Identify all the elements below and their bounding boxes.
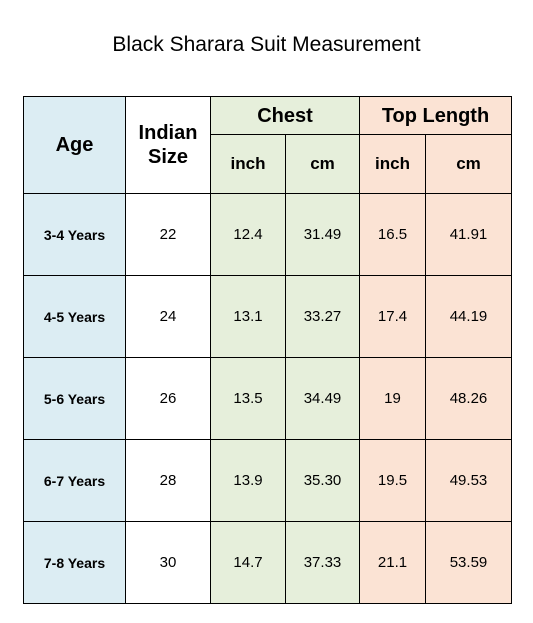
cell-chest-cm: 35.30 [285, 439, 360, 522]
cell-chest-inch: 13.5 [210, 357, 286, 440]
cell-age: 5-6 Years [23, 357, 126, 440]
cell-indian-size: 26 [125, 357, 211, 440]
cell-indian-size: 24 [125, 275, 211, 358]
cell-age: 4-5 Years [23, 275, 126, 358]
table-row: 7-8 Years 30 14.7 37.33 21.1 53.59 [23, 521, 512, 604]
header-chest: Chest [210, 96, 360, 135]
cell-indian-size: 22 [125, 193, 211, 276]
table-row: 3-4 Years 22 12.4 31.49 16.5 41.91 [23, 193, 512, 276]
cell-age: 3-4 Years [23, 193, 126, 276]
header-indian-size-line2: Size [147, 146, 189, 168]
cell-chest-cm: 37.33 [285, 521, 360, 604]
table-row: 4-5 Years 24 13.1 33.27 17.4 44.19 [23, 275, 512, 358]
cell-top-cm: 44.19 [425, 275, 512, 358]
header-row-top: Age Indian Size Chest Top Length [23, 96, 512, 194]
cell-chest-cm: 31.49 [285, 193, 360, 276]
header-indian-size-line1: Indian [138, 122, 198, 144]
header-age: Age [23, 96, 126, 194]
header-indian-size: Indian Size [125, 96, 211, 194]
cell-age: 7-8 Years [23, 521, 126, 604]
header-chest-inch: inch [210, 134, 286, 194]
table-body: Age Indian Size Chest Top Length inch cm… [23, 96, 512, 604]
cell-top-cm: 53.59 [425, 521, 512, 604]
cell-top-inch: 17.4 [359, 275, 426, 358]
cell-chest-inch: 12.4 [210, 193, 286, 276]
table-row: 6-7 Years 28 13.9 35.30 19.5 49.53 [23, 439, 512, 522]
cell-top-cm: 48.26 [425, 357, 512, 440]
cell-indian-size: 28 [125, 439, 211, 522]
cell-chest-inch: 14.7 [210, 521, 286, 604]
cell-age: 6-7 Years [23, 439, 126, 522]
cell-indian-size: 30 [125, 521, 211, 604]
cell-chest-cm: 33.27 [285, 275, 360, 358]
header-top-cm: cm [425, 134, 512, 194]
cell-top-inch: 19 [359, 357, 426, 440]
cell-chest-inch: 13.9 [210, 439, 286, 522]
page-title: Black Sharara Suit Measurement [112, 33, 421, 56]
cell-top-cm: 41.91 [425, 193, 512, 276]
measurement-table: Age Indian Size Chest Top Length inch cm… [23, 96, 512, 604]
cell-chest-cm: 34.49 [285, 357, 360, 440]
cell-chest-inch: 13.1 [210, 275, 286, 358]
cell-top-inch: 19.5 [359, 439, 426, 522]
cell-top-cm: 49.53 [425, 439, 512, 522]
table-row: 5-6 Years 26 13.5 34.49 19 48.26 [23, 357, 512, 440]
cell-top-inch: 16.5 [359, 193, 426, 276]
cell-top-inch: 21.1 [359, 521, 426, 604]
header-top-length: Top Length [359, 96, 512, 135]
header-chest-cm: cm [285, 134, 360, 194]
header-top-inch: inch [359, 134, 426, 194]
header-row-units: inch cm inch cm [24, 134, 512, 194]
